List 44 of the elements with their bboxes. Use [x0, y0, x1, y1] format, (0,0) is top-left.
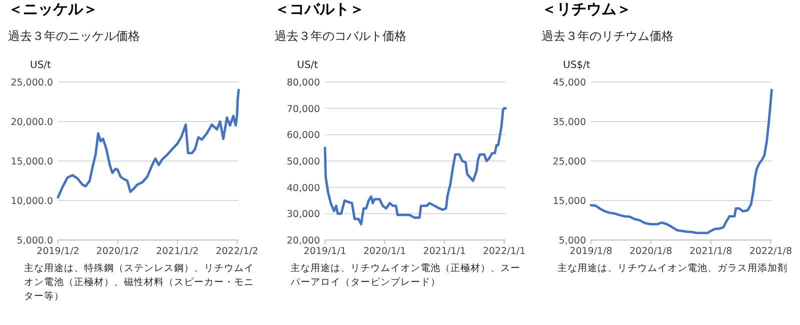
chart-title: ＜コバルト＞ [274, 0, 365, 19]
chart-subtitle: 過去３年のコバルト価格 [274, 28, 407, 45]
y-tick-label: 5,000 [559, 236, 586, 246]
x-tick-label: 2019/1/1 [303, 246, 346, 257]
y-axis-title: US/t [30, 60, 52, 71]
x-tick-label: 2022/1/2 [216, 246, 258, 257]
y-tick-label: 70,000 [286, 104, 320, 115]
y-tick-label: 60,000 [286, 130, 320, 142]
chart-title: ＜リチウム＞ [541, 0, 632, 19]
y-axis-title: US$/t [563, 60, 591, 71]
y-tick-label: 35,000 [553, 117, 586, 128]
y-tick-label: 20,000 [286, 236, 320, 246]
line-series [590, 88, 774, 234]
chart-title: ＜ニッケル＞ [8, 0, 98, 19]
x-tick-label: 2019/1/8 [570, 246, 613, 257]
y-tick-label: 15,000 [553, 196, 586, 207]
y-tick-label: 10,000.0 [10, 196, 53, 207]
y-tick-label: 15,000.0 [10, 156, 53, 168]
x-tick-label: 2021/1/2 [156, 246, 199, 257]
text: 主な用途は、特殊鋼（ステンレス鋼）、リチウムイオン電池（正極材）、磁性材料（スピーカー・モニター等） [24, 262, 255, 304]
x-tick-label: 2020/1/2 [96, 246, 139, 257]
chart-subtitle: 過去３年のニッケル価格 [8, 28, 140, 45]
y-tick-label: 25,000 [553, 156, 586, 168]
text: 主な用途は、リチウムイオン電池、ガラス用添加剤 [557, 262, 788, 276]
y-tick-label: 5,000.0 [16, 236, 53, 246]
y-tick-label: 20,000.0 [10, 117, 53, 128]
y-tick-label: 50,000 [286, 156, 320, 168]
y-tick-label: 25,000.0 [10, 78, 53, 88]
line-series [323, 107, 507, 226]
line-series [56, 88, 240, 199]
x-tick-label: 2022/1/1 [482, 246, 526, 257]
y-tick-label: 30,000 [286, 209, 320, 220]
x-tick-label: 2021/1/1 [422, 246, 466, 257]
chart-subtitle: 過去３年のリチウム価格 [541, 28, 674, 45]
y-axis-title: US/t [296, 60, 318, 71]
y-tick-label: 40,000 [286, 182, 320, 194]
y-tick-label: 80,000 [286, 78, 320, 88]
text: 主な用途は、リチウムイオン電池（正極材）、スーパーアロイ（タービンブレード） [290, 262, 522, 290]
x-tick-label: 2021/1/8 [690, 246, 733, 257]
x-tick-label: 2022/1/8 [750, 246, 792, 257]
x-tick-label: 2020/1/8 [630, 246, 673, 257]
y-tick-label: 45,000 [553, 78, 586, 88]
x-tick-label: 2019/1/2 [36, 246, 80, 257]
x-tick-label: 2020/1/1 [363, 246, 406, 257]
